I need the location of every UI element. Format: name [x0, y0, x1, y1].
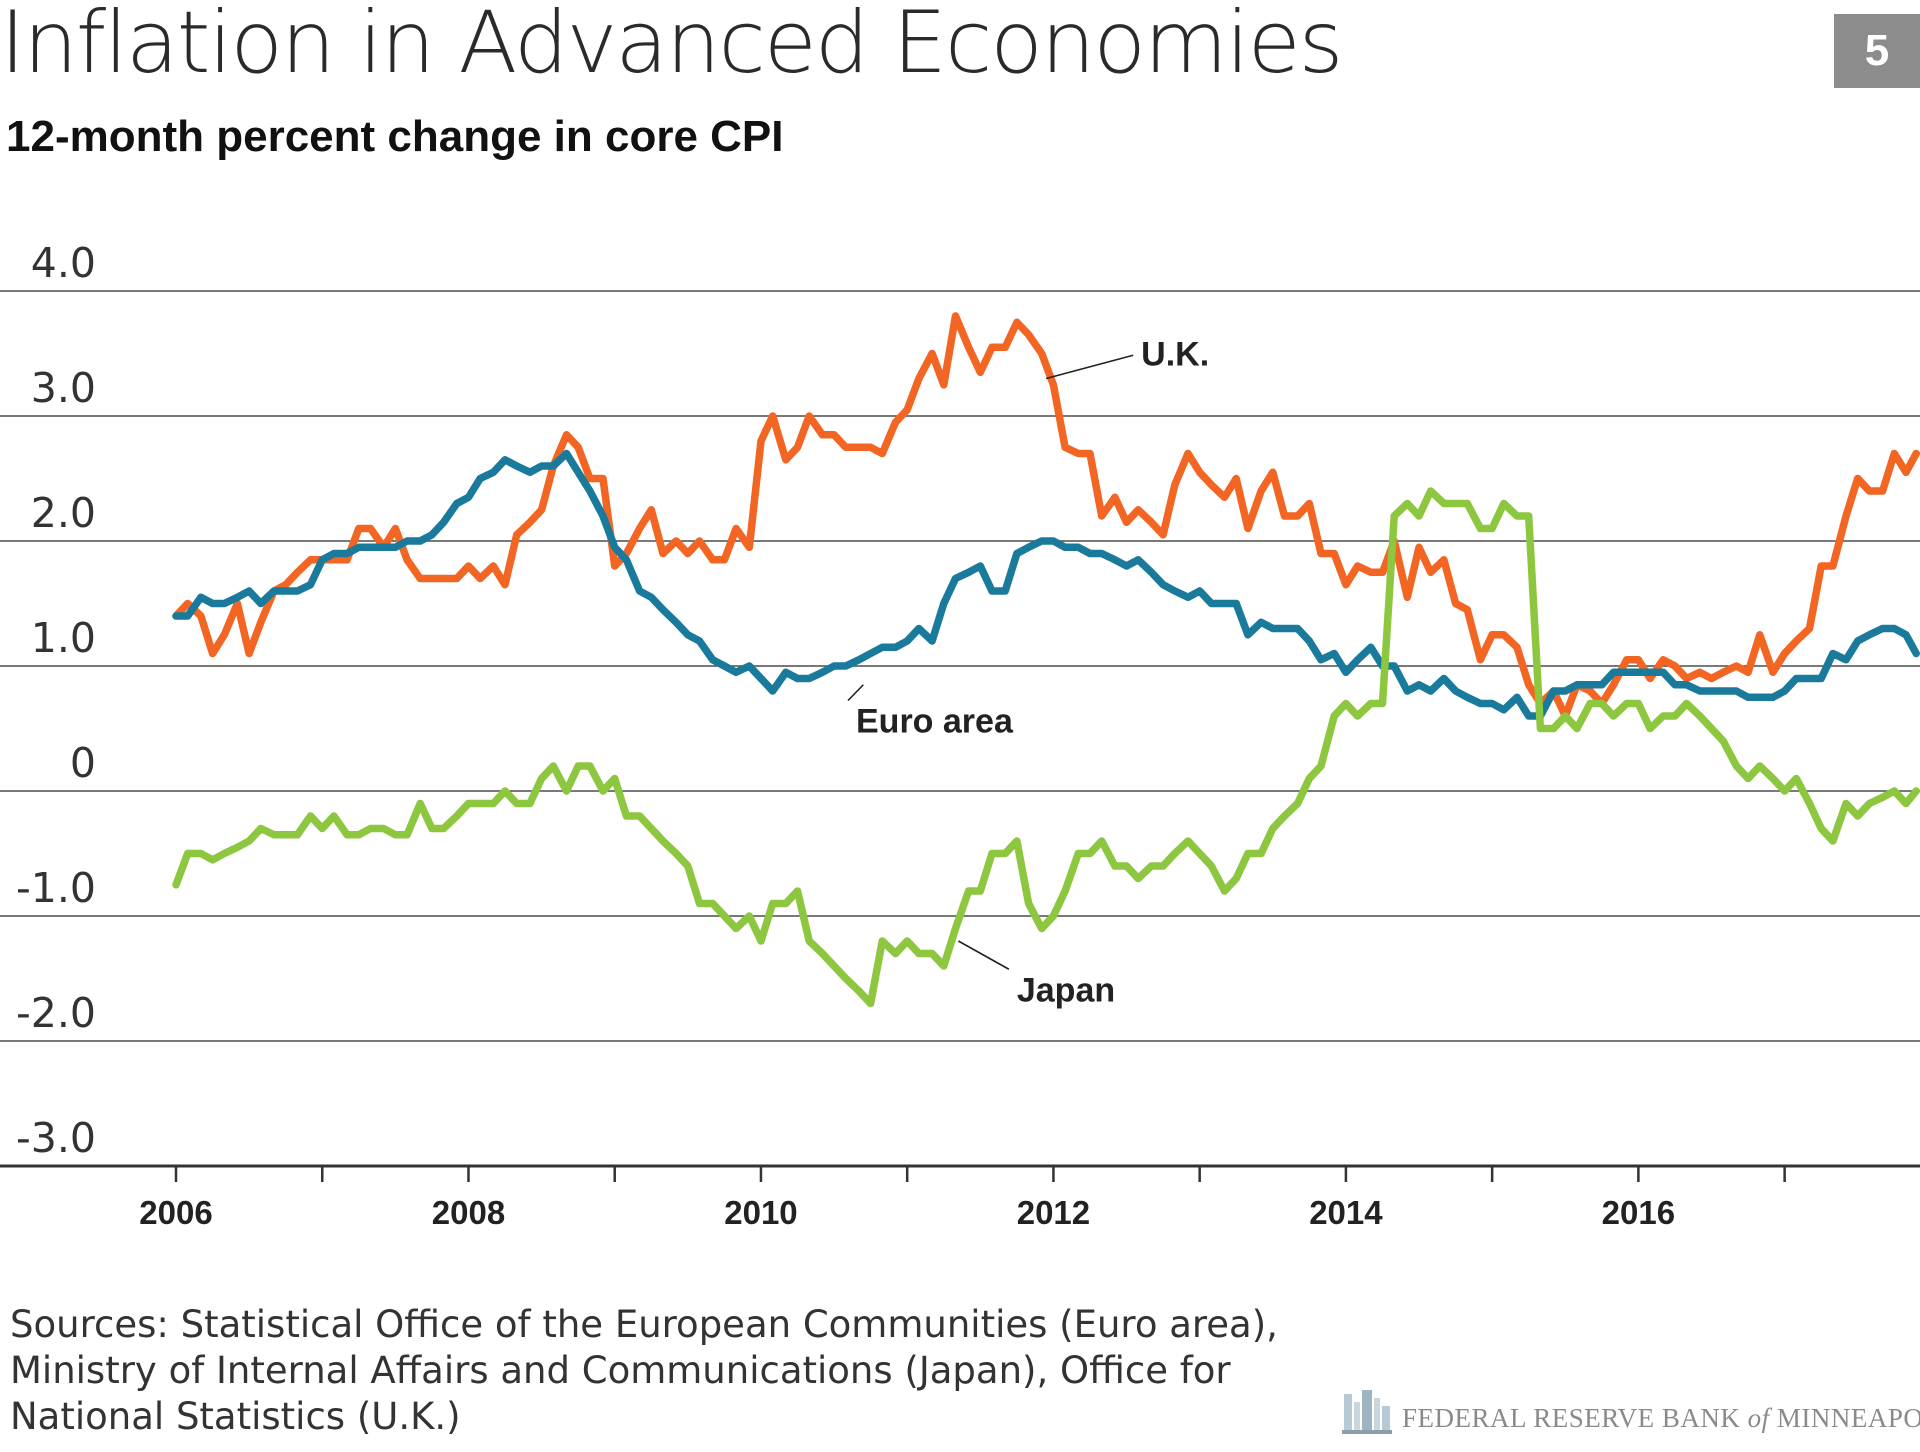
y-tick-label: 3.0: [31, 364, 96, 412]
x-tick-label: 2006: [139, 1194, 212, 1231]
y-tick-label: 0: [70, 739, 96, 787]
y-tick-label: -1.0: [16, 864, 96, 912]
series-line-japan: [172, 487, 1920, 1008]
x-tick-label: 2014: [1309, 1194, 1383, 1231]
annotation-label-japan: Japan: [1017, 971, 1115, 1009]
annotation-leader-japan: [957, 940, 1010, 970]
bank-name-of: of: [1747, 1403, 1770, 1433]
bank-name-end: MINNEAPOLIS: [1776, 1403, 1920, 1433]
figure-number-badge: 5: [1834, 14, 1920, 88]
x-tick-label: 2016: [1602, 1194, 1675, 1231]
federal-reserve-logo: FEDERAL RESERVE BANK of MINNEAPOLIS: [1342, 1388, 1920, 1434]
y-tick-label: 2.0: [31, 489, 96, 537]
x-tick-label: 2010: [724, 1194, 797, 1231]
bank-name-start: FEDERAL RESERVE BANK: [1402, 1403, 1748, 1433]
federal-reserve-building-icon: [1342, 1390, 1392, 1434]
x-tick-label: 2012: [1017, 1194, 1090, 1231]
line-chart: 4.03.02.01.00-1.0-2.0-3.0 2006 2008 2010 20…: [0, 239, 1920, 1231]
y-tick-label: 1.0: [31, 614, 96, 662]
bank-name: FEDERAL RESERVE BANK of MINNEAPOLIS: [1402, 1403, 1920, 1434]
x-axis: 2006 2008 2010 2012 2014 2016: [139, 1166, 1786, 1231]
y-tick-label: 4.0: [31, 239, 96, 287]
y-axis-tick-labels: 4.0 3.0 2.0 1.0 0 -1.0 -2.0 -3.0: [16, 239, 96, 1162]
annotation-label-euro-area: Euro area: [856, 703, 1014, 741]
sources-note: Sources: Statistical Office of the Europ…: [10, 1303, 1278, 1438]
series-lines: [172, 312, 1920, 1008]
series-line-euro-area: [172, 449, 1920, 720]
series-line-u-k: [172, 312, 1920, 720]
annotation-leader-euro-area: [847, 684, 864, 702]
y-tick-label: -3.0: [16, 1114, 96, 1162]
series-annotations: U.K. Euro area Japan: [847, 335, 1209, 1009]
chart-subtitle: 12-month percent change in core CPI: [6, 112, 784, 161]
y-tick-label: -2.0: [16, 989, 96, 1037]
annotation-leader-u-k: [1045, 354, 1134, 380]
annotation-label-u-k: U.K.: [1141, 335, 1209, 373]
x-tick-label: 2008: [432, 1194, 505, 1231]
chart-title: Inflation in Advanced Economies: [0, 0, 1343, 93]
